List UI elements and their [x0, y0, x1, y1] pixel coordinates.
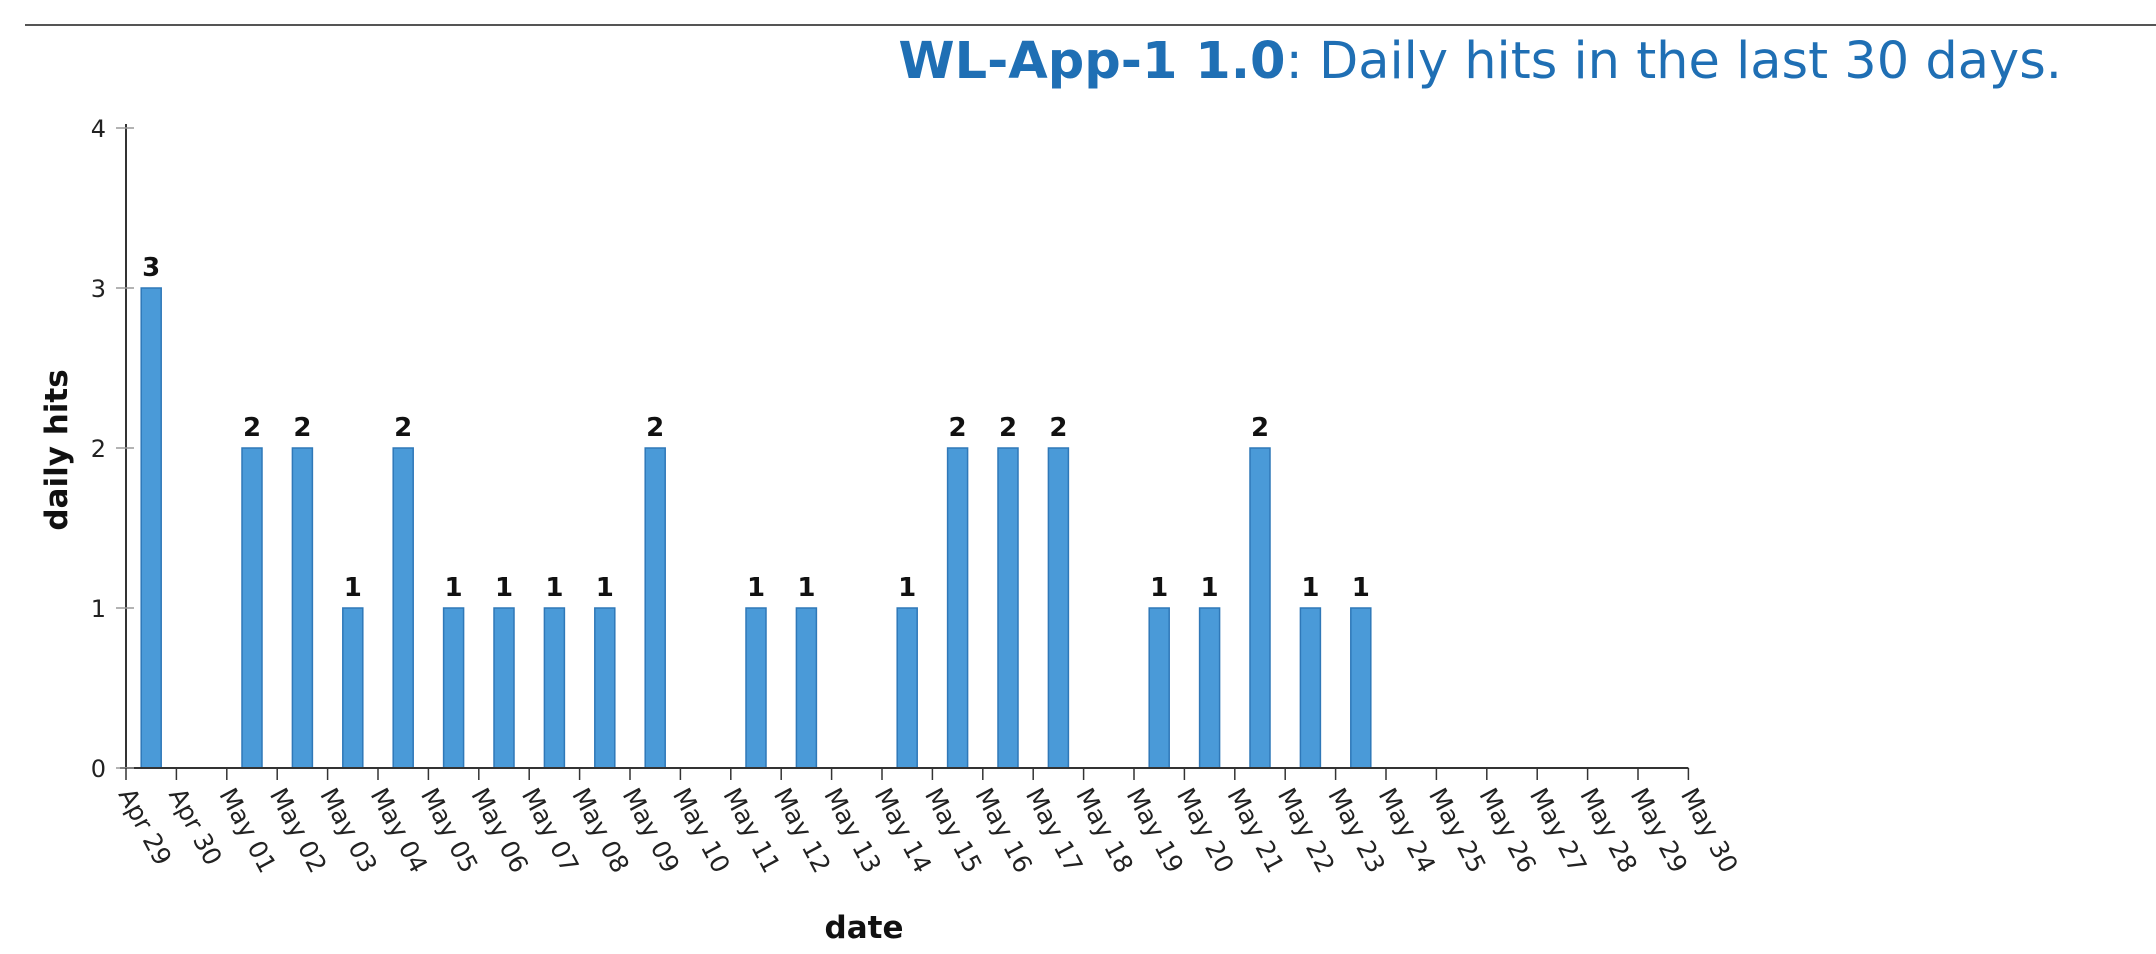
axes-layer	[116, 124, 1690, 780]
chart-title: WL-App-1 1.0: Daily hits in the last 30 …	[898, 32, 2062, 91]
bar-may-12	[795, 607, 818, 769]
bar-value-label: 2	[949, 413, 967, 443]
y-tick-label: 1	[91, 595, 106, 623]
bar-may-06	[493, 607, 515, 769]
bar-value-label: 1	[445, 573, 463, 603]
bar-may-14	[896, 607, 918, 769]
y-tick-label: 0	[91, 755, 106, 783]
bar-may-09	[644, 447, 666, 769]
y-axis-title: daily hits	[39, 369, 75, 530]
bar-value-label: 2	[293, 413, 311, 443]
bar-value-label: 2	[646, 413, 664, 443]
bar-may-05	[442, 607, 465, 769]
bar-may-15	[946, 447, 969, 769]
bar-may-01	[241, 447, 263, 769]
y-tick-label: 4	[91, 115, 106, 143]
bars-layer	[140, 287, 1372, 769]
bar-value-label: 1	[797, 573, 815, 603]
bar-may-08	[594, 607, 616, 769]
bar-may-16	[997, 447, 1019, 769]
y-tick-label: 3	[91, 275, 106, 303]
bar-value-label: 1	[545, 573, 563, 603]
chart-title-app-name: WL-App-1 1.0	[898, 32, 1286, 91]
bar-may-19	[1148, 607, 1170, 769]
bar-value-label: 1	[1301, 573, 1319, 603]
bar-value-label: 2	[394, 413, 412, 443]
bar-may-07	[543, 607, 566, 769]
bar-value-label: 1	[344, 573, 362, 603]
bar-may-23	[1350, 607, 1372, 769]
bar-apr-29	[140, 287, 162, 769]
bar-value-label: 1	[1150, 573, 1168, 603]
bar-may-21	[1249, 447, 1271, 769]
bar-may-11	[745, 607, 767, 769]
bar-value-label: 3	[142, 253, 160, 283]
chart-title-suffix: : Daily hits in the last 30 days.	[1285, 32, 2062, 91]
bar-may-04	[392, 447, 414, 769]
bar-value-label: 1	[898, 573, 916, 603]
top-divider	[25, 24, 2156, 26]
bar-value-label: 1	[747, 573, 765, 603]
bar-may-22	[1299, 607, 1322, 769]
bar-value-label: 2	[1049, 413, 1067, 443]
bar-value-label: 1	[1352, 573, 1370, 603]
y-tick-label: 2	[91, 435, 106, 463]
bar-may-17	[1047, 447, 1070, 769]
bar-value-label: 2	[1251, 413, 1269, 443]
bar-may-02	[291, 447, 314, 769]
bar-value-label: 2	[243, 413, 261, 443]
bar-may-20	[1198, 607, 1221, 769]
bar-value-label: 2	[999, 413, 1017, 443]
bar-value-label: 1	[596, 573, 614, 603]
bar-value-label: 1	[495, 573, 513, 603]
bar-may-03	[342, 607, 364, 769]
bar-value-label: 1	[1201, 573, 1219, 603]
x-axis-title: date	[825, 910, 904, 946]
